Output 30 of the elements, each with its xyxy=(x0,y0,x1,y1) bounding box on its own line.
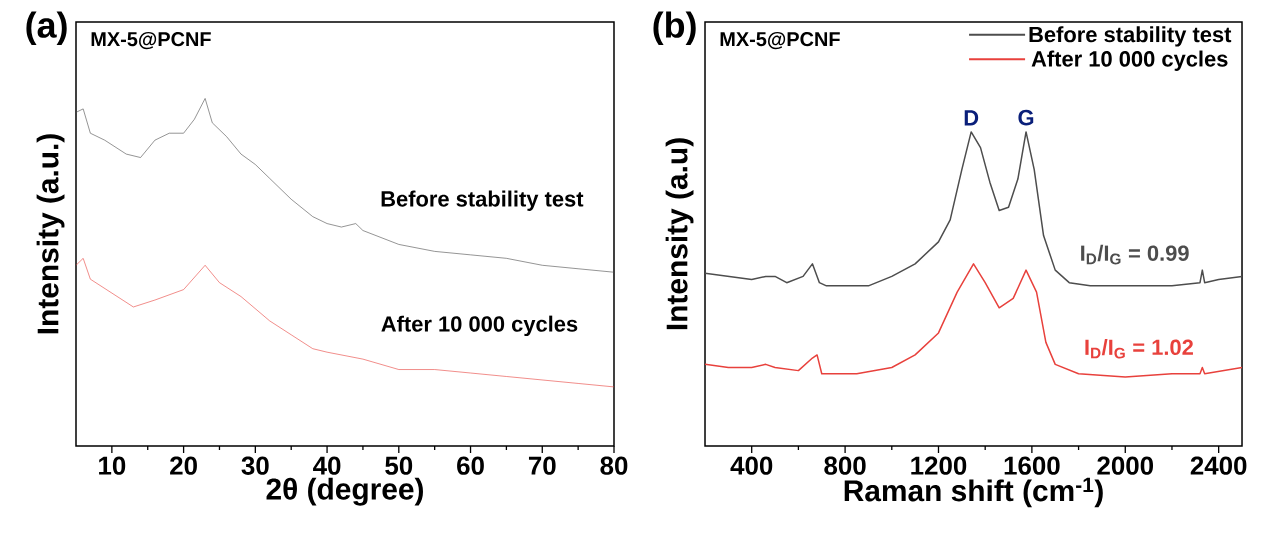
annotation: D xyxy=(964,110,979,126)
x-tick-label: 2000 xyxy=(1097,456,1154,475)
y-axis-title: Intensity (a.u) xyxy=(665,138,694,330)
annotation: G xyxy=(1018,109,1034,126)
annotation: I$_{D}$/I$_{G}$ = 1.02 xyxy=(1085,338,1193,359)
x-tick-label: 1200 xyxy=(911,456,967,475)
x-tick-label: 50 xyxy=(385,456,413,475)
chart-title: (a) xyxy=(26,11,67,45)
x-axis-title: Raman shift (cm$^{-1}$) xyxy=(844,477,1103,508)
y-axis-title: Intensity (a.u.) xyxy=(36,134,65,334)
annotation: I$_{D}$/I$_{G}$ = 0.99 xyxy=(1081,244,1189,265)
x-tick-label: 2400 xyxy=(1190,456,1247,475)
x-tick-label: 60 xyxy=(457,456,484,475)
series-label: Before stability test xyxy=(381,190,584,211)
x-tick-label: 1600 xyxy=(1004,456,1060,475)
x-axis-title: 2θ (degree) xyxy=(266,477,423,506)
x-tick-label: 10 xyxy=(99,456,126,475)
x-tick-label: 40 xyxy=(313,456,341,475)
legend-label: After 10 000 cycles xyxy=(1031,50,1228,71)
x-tick-label: 30 xyxy=(241,456,269,475)
text: MX-5@PCNF xyxy=(720,31,840,50)
text: MX-5@PCNF xyxy=(91,31,211,50)
legend-label: Before stability test xyxy=(1029,26,1232,47)
series-label: After 10 000 cycles xyxy=(381,315,578,337)
x-tick-label: 70 xyxy=(528,456,556,475)
x-tick-label: 80 xyxy=(600,456,628,475)
x-tick-label: 20 xyxy=(170,456,197,475)
x-tick-label: 400 xyxy=(730,456,773,475)
chart-title: (b) xyxy=(653,11,696,45)
x-tick-label: 800 xyxy=(824,456,866,475)
